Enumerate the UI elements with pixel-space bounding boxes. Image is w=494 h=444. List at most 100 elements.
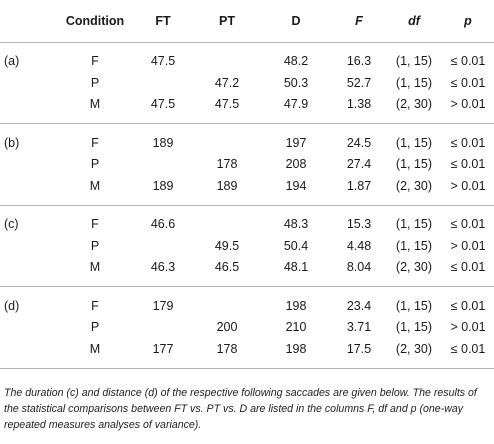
table-row: P 200 210 3.71 (1, 15) > 0.01 [0,317,494,339]
p-cell: > 0.01 [450,97,486,112]
condition-cell: P [90,157,100,172]
table-row: M 46.3 46.5 48.1 8.04 (2, 30) ≤ 0.01 [0,257,494,287]
group-label-empty [0,317,58,339]
condition-cell: M [89,97,101,112]
group-label: (d) [0,286,58,317]
group-label: (a) [4,54,20,69]
pt-cell: 178 [216,157,238,172]
p-cell: > 0.01 [450,178,486,193]
table-row: P 47.2 50.3 52.7 (1, 15) ≤ 0.01 [0,72,494,94]
table-row: M 177 178 198 17.5 (2, 30) ≤ 0.01 [0,338,494,369]
d-cell: 197 [260,123,332,154]
condition-cell: P [90,75,100,90]
df-cell: (1, 15) [395,157,433,172]
df-cell: (1, 15) [395,54,433,69]
p-cell: ≤ 0.01 [450,54,486,69]
f-cell: 24.5 [332,123,386,154]
group-label-empty [0,235,58,257]
condition-cell: F [91,54,99,69]
df-cell: (2, 30) [395,97,433,112]
p-cell: ≤ 0.01 [442,204,494,235]
group-label: (b) [0,123,58,154]
condition-cell: M [89,178,101,193]
d-cell: 198 [260,286,332,317]
results-table: Condition FT PT D F df p (a) F 47.5 48.2… [0,0,494,369]
pt-cell [194,42,260,72]
table-footnote: The duration (c) and distance (d) of the… [4,387,477,431]
table-row: M 189 189 194 1.87 (2, 30) > 0.01 [0,175,494,205]
df-cell: (2, 30) [395,260,433,275]
pt-cell: 46.5 [214,260,240,275]
header-p: p [442,0,494,43]
ft-cell: 189 [152,178,174,193]
df-cell: (1, 15) [386,286,442,317]
ft-cell: 46.6 [132,204,194,235]
ft-cell [132,317,194,339]
condition-cell: F [58,286,132,317]
p-cell: ≤ 0.01 [450,260,486,275]
pt-cell: 47.5 [214,97,240,112]
f-cell: 1.38 [346,97,372,112]
header-condition: Condition [58,0,132,43]
f-cell: 23.4 [332,286,386,317]
f-cell: 1.87 [346,178,372,193]
d-cell: 194 [285,178,307,193]
group-label: (c) [0,204,58,235]
group-a: (a) F 47.5 48.2 16.3 (1, 15) ≤ 0.01 P 47… [0,42,494,124]
d-cell: 50.3 [283,75,309,90]
p-cell: ≤ 0.01 [450,157,486,172]
header-group [0,0,58,43]
table-row: (d) F 179 198 23.4 (1, 15) ≤ 0.01 [0,286,494,317]
condition-cell: P [90,238,100,253]
f-cell: 15.3 [332,204,386,235]
pt-cell: 189 [216,178,238,193]
pt-cell: 49.5 [214,238,240,253]
ft-cell: 177 [132,338,194,369]
group-label-empty [0,94,58,124]
header-pt: PT [194,0,260,43]
f-cell: 4.48 [346,238,372,253]
pt-cell: 47.2 [214,75,240,90]
p-cell: ≤ 0.01 [442,123,494,154]
df-cell: (1, 15) [395,320,433,335]
table-header-row: Condition FT PT D F df p [0,0,494,43]
group-b: (b) F 189 197 24.5 (1, 15) ≤ 0.01 P 178 … [0,123,494,206]
group-label-empty [0,72,58,94]
d-cell: 210 [285,320,307,335]
header-ft: FT [132,0,194,43]
table-row: M 47.5 47.5 47.9 1.38 (2, 30) > 0.01 [0,94,494,124]
ft-cell: 46.3 [150,260,176,275]
df-cell: (2, 30) [386,338,442,369]
condition-cell: M [58,338,132,369]
group-label-empty [0,257,58,287]
header-d: D [260,0,332,43]
df-cell: (1, 15) [395,238,433,253]
df-cell: (1, 15) [386,204,442,235]
header-f: F [332,0,386,43]
group-label-empty [0,338,58,369]
ft-cell: 47.5 [150,97,176,112]
header-df: df [386,0,442,43]
condition-cell: F [58,204,132,235]
d-cell: 48.1 [283,260,309,275]
table-row: (c) F 46.6 48.3 15.3 (1, 15) ≤ 0.01 [0,204,494,235]
group-c: (c) F 46.6 48.3 15.3 (1, 15) ≤ 0.01 P 49… [0,204,494,287]
group-d: (d) F 179 198 23.4 (1, 15) ≤ 0.01 P 200 … [0,286,494,369]
f-cell: 52.7 [346,75,372,90]
table-row: P 49.5 50.4 4.48 (1, 15) > 0.01 [0,235,494,257]
group-label-empty [0,175,58,205]
d-cell: 48.2 [283,54,309,69]
ft-cell [132,72,194,94]
pt-cell: 200 [216,320,238,335]
pt-cell [194,123,260,154]
p-cell: ≤ 0.01 [450,75,486,90]
p-cell: > 0.01 [450,320,486,335]
f-cell: 3.71 [346,320,372,335]
f-cell: 16.3 [346,54,372,69]
p-cell: > 0.01 [450,238,486,253]
condition-cell: M [89,260,101,275]
condition-cell: P [90,320,100,335]
pt-cell [194,204,260,235]
f-cell: 27.4 [346,157,372,172]
